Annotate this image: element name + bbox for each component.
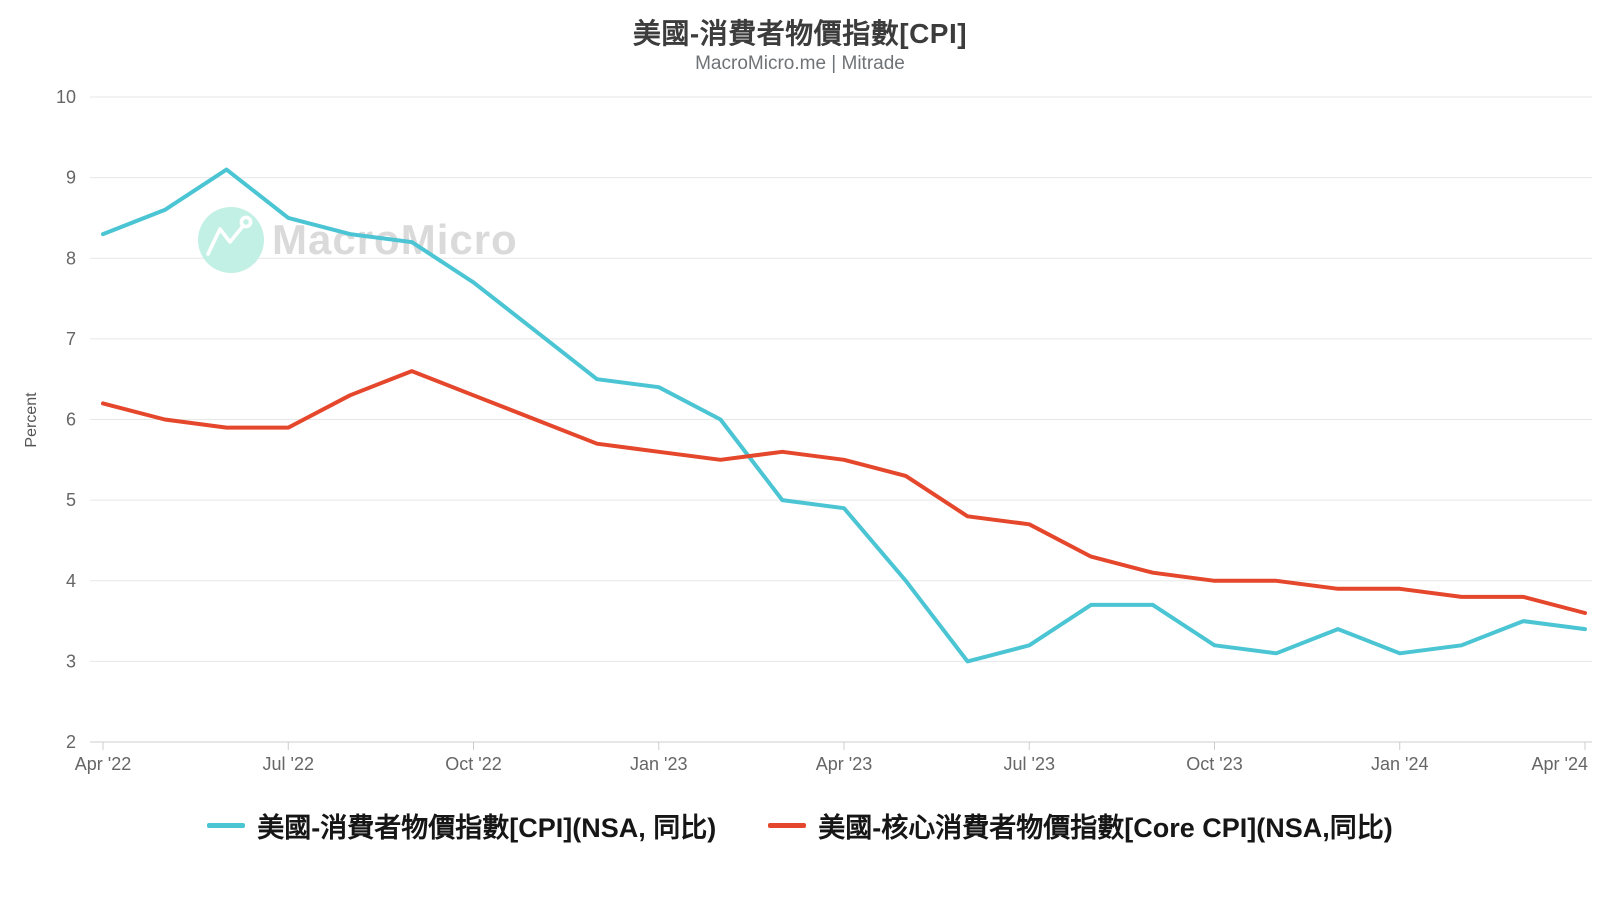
x-tick-label-7: Jan '24	[1371, 754, 1428, 774]
series-lines	[101, 167, 1587, 664]
x-tick-label-4: Apr '23	[816, 754, 872, 774]
watermark-trend-icon	[206, 224, 245, 256]
y-tick-label-2: 2	[66, 732, 76, 752]
y-tick-label-4: 4	[66, 571, 76, 591]
x-tick-label-8: Apr '24	[1532, 754, 1588, 774]
plot-area: MacroMicro 2 3 4 5 6 7 8 9 10 Apr '22 Jul '22 Oct '…	[23, 87, 1592, 774]
chart-subtitle: MacroMicro.me | Mitrade	[695, 53, 905, 74]
y-tick-label-6: 6	[66, 410, 76, 430]
y-tick-label-3: 3	[66, 651, 76, 671]
x-tick-label-2: Oct '22	[445, 754, 501, 774]
y-tick-label-5: 5	[66, 490, 76, 510]
series-line-0[interactable]	[101, 167, 1587, 664]
y-tick-label-8: 8	[66, 248, 76, 268]
y-tick-label-9: 9	[66, 168, 76, 188]
axes: 2 3 4 5 6 7 8 9 10 Apr '22 Jul '22 Oct '22 Jan '23 Ap…	[56, 87, 1592, 774]
x-tick-label-6: Oct '23	[1186, 754, 1242, 774]
chart-title: 美國-消費者物價指數[CPI]	[632, 18, 968, 49]
watermark: MacroMicro	[198, 207, 517, 273]
core-cpi-series-marker	[768, 823, 807, 828]
x-tick-label-5: Jul '23	[1004, 754, 1055, 774]
y-tick-label-7: 7	[66, 329, 76, 349]
watermark-trend-icon-dot	[239, 215, 253, 229]
y-axis-title: Percent	[23, 392, 40, 448]
legend: 美國-消費者物價指數[CPI](NSA, 同比) 美國-核心消費者物價指數[Co…	[0, 806, 1600, 845]
gridlines	[90, 96, 1592, 743]
x-tick-label-3: Jan '23	[630, 754, 687, 774]
x-tick-label-0: Apr '22	[75, 754, 131, 774]
x-tick-label-1: Jul '22	[263, 754, 314, 774]
y-tick-label-10: 10	[56, 87, 76, 107]
series-line-1[interactable]	[101, 369, 1587, 615]
cpi-series-marker	[207, 823, 246, 828]
legend-item-core-cpi[interactable]: 美國-核心消費者物價指數[Core CPI](NSA,同比)	[768, 806, 1393, 845]
cpi-series-label: 美國-消費者物價指數[CPI](NSA, 同比)	[257, 813, 717, 843]
core-cpi-series-label: 美國-核心消費者物價指數[Core CPI](NSA,同比)	[818, 813, 1393, 843]
legend-item-cpi[interactable]: 美國-消費者物價指數[CPI](NSA, 同比)	[207, 806, 716, 845]
